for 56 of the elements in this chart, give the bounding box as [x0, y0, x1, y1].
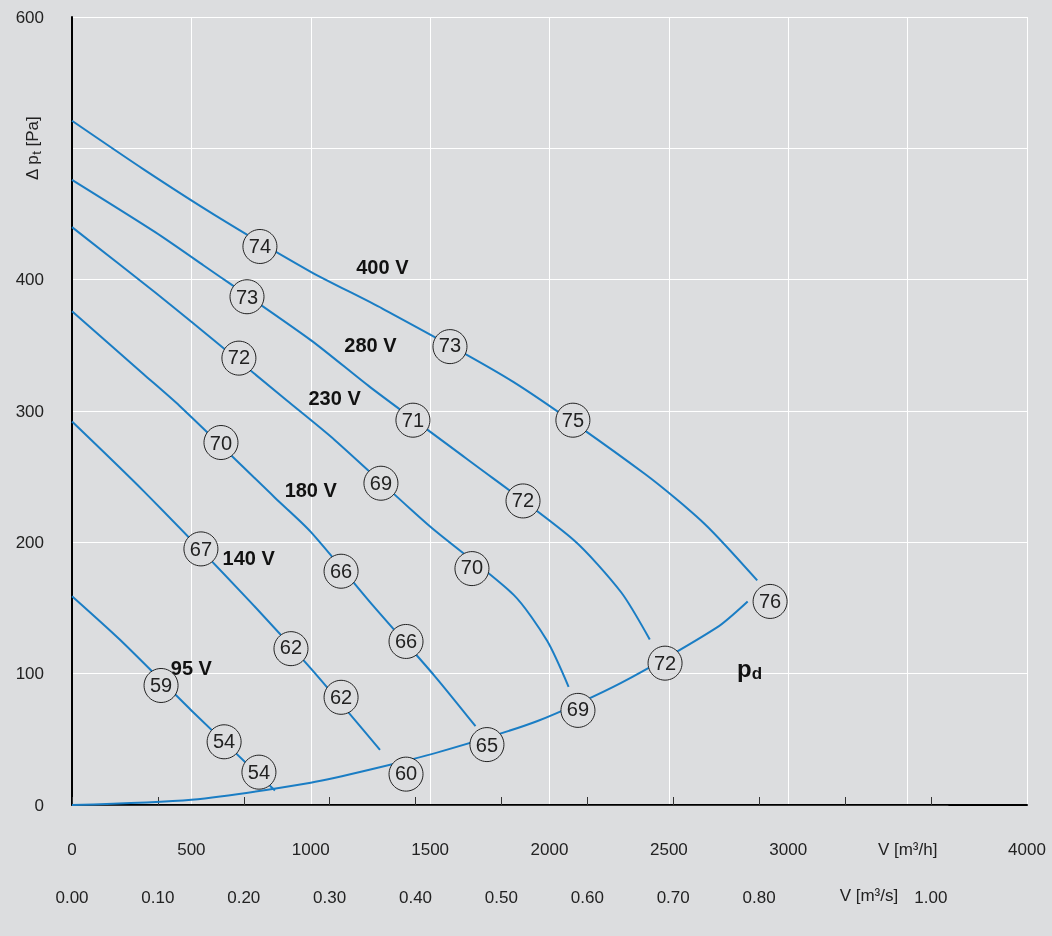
x2-tick-label: 0.00 [55, 888, 89, 907]
y-tick-label: 300 [15, 401, 44, 421]
y-tick-label: 400 [15, 270, 44, 290]
x2-axis-title: V [m³/s] [839, 885, 899, 905]
annotation: 75 [561, 409, 585, 432]
annotation: 74 [248, 234, 272, 257]
x-tick-label: 0 [67, 840, 77, 859]
x-tick-label: 1000 [291, 840, 330, 859]
x2-tick-label: 0.30 [313, 888, 347, 907]
y-tick-label: 600 [15, 7, 44, 27]
annotation: 70 [209, 431, 233, 454]
annotation: 69 [369, 472, 393, 495]
annotation: 65 [475, 733, 499, 756]
x2-tick-label: 0.80 [742, 888, 776, 907]
x2-tick-label: 0.20 [227, 888, 261, 907]
annotation: 73 [235, 285, 259, 308]
annotation: 54 [247, 761, 271, 784]
annotation: 72 [511, 489, 535, 512]
x2-tick-label: 0.40 [398, 888, 433, 907]
annotation: 67 [189, 537, 213, 560]
annotation: 76 [758, 590, 782, 613]
annotation: 73 [438, 334, 462, 357]
annotation: 60 [394, 762, 418, 785]
x-tick-label: 3000 [769, 840, 808, 859]
annotation: 66 [329, 560, 353, 583]
annotation: 70 [460, 556, 484, 579]
annotation: 66 [394, 629, 418, 652]
annotation: 62 [329, 686, 353, 709]
series-label: 230 V [308, 386, 362, 409]
series-label: 400 V [356, 255, 410, 278]
x2-tick-label: 0.50 [484, 888, 518, 907]
x-tick-label: 4000 [1008, 840, 1046, 859]
y-tick-label: 200 [15, 532, 44, 552]
x-axis-title: V [m³/h] [877, 839, 938, 859]
y-tick-label: 0 [34, 795, 44, 815]
annotation: 71 [401, 409, 425, 432]
series-label: 180 V [284, 478, 338, 501]
y-axis-title: Δ pt [Pa] [22, 116, 44, 180]
annotation: 62 [279, 636, 303, 659]
x2-tick-label: 0.70 [656, 888, 690, 907]
x2-tick-label: 0.10 [141, 888, 175, 907]
annotation: 54 [212, 729, 236, 752]
x-tick-label: 1500 [411, 840, 450, 859]
x-tick-label: 500 [177, 840, 206, 859]
x-tick-label: 2500 [649, 840, 688, 859]
annotation: 72 [653, 652, 677, 675]
annotation: 69 [566, 698, 590, 721]
x2-tick-label: 1.00 [914, 888, 948, 907]
y-tick-label: 100 [15, 664, 44, 684]
annotation: 72 [227, 346, 251, 369]
series-label: 280 V [344, 334, 398, 357]
x-tick-label: 2000 [530, 840, 569, 859]
series-label: 95 V [170, 657, 213, 680]
x2-tick-label: 0.60 [570, 888, 604, 907]
series-label: 140 V [222, 547, 276, 570]
annotation: 59 [149, 674, 173, 697]
